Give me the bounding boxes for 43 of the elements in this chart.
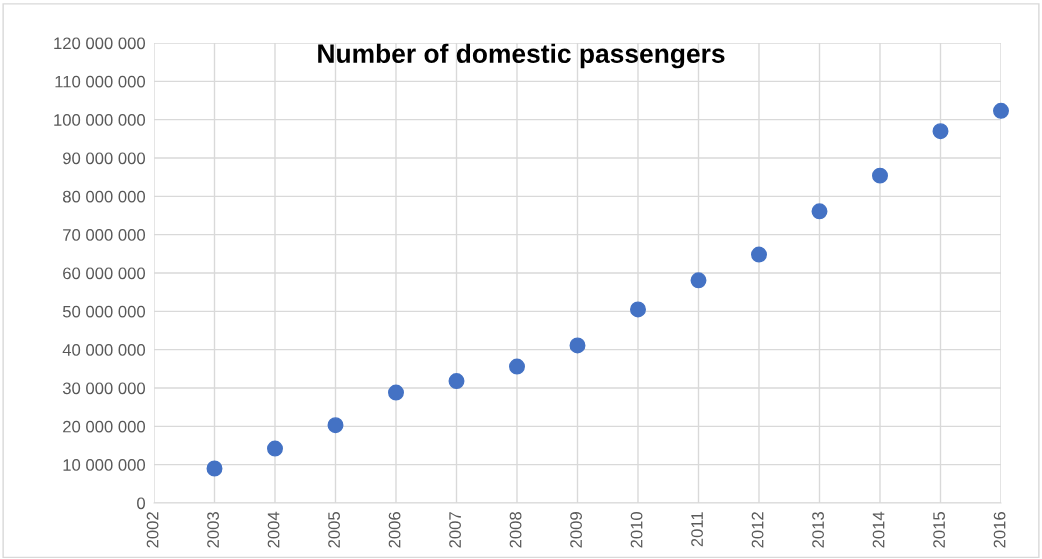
- x-tick-label: 2004: [267, 511, 280, 548]
- point: [267, 440, 283, 457]
- y-tick-label: 110 000 000: [55, 75, 146, 88]
- point: [630, 301, 646, 318]
- point: [811, 203, 828, 220]
- x-tick-label: 2011: [691, 512, 703, 547]
- y-tick-label: 100 000 000: [54, 114, 146, 126]
- y-tick-label: 0: [137, 497, 146, 510]
- point: [993, 102, 1009, 119]
- y-tick-label: 120 000 000: [54, 37, 146, 50]
- x-tick-label: 2002: [146, 512, 159, 548]
- y-tick-label: 30 000 000: [62, 382, 146, 395]
- point: [448, 373, 465, 390]
- y-tick-label: 60 000 000: [63, 267, 146, 280]
- x-tick-label: 2010: [630, 511, 643, 548]
- x-tick-label: 2008: [509, 512, 522, 548]
- y-tick-label: 50 000 000: [62, 305, 146, 318]
- chart-title: Number of domestic passengers: [318, 43, 725, 69]
- point: [932, 123, 949, 140]
- x-tick-label: 2003: [207, 512, 219, 548]
- x-tick-label: 2006: [388, 512, 401, 548]
- point: [388, 384, 404, 401]
- x-tick-label: 2013: [812, 512, 824, 548]
- point: [690, 272, 707, 289]
- y-tick-label: 70 000 000: [63, 229, 146, 241]
- y-tick-label: 80 000 000: [62, 190, 146, 203]
- x-tick-label: 2012: [751, 512, 764, 548]
- point: [569, 337, 586, 354]
- point: [206, 460, 223, 477]
- x-tick-label: 2007: [449, 512, 461, 548]
- point: [327, 417, 344, 434]
- y-tick-label: 40 000 000: [62, 344, 146, 356]
- x-tick-label: 2009: [570, 512, 582, 548]
- point: [509, 358, 525, 375]
- x-tick-label: 2015: [933, 512, 945, 548]
- x-tick-label: 2016: [993, 512, 1006, 548]
- y-tick-label: 10 000 000: [63, 459, 146, 471]
- point: [751, 246, 767, 263]
- point: [872, 167, 888, 184]
- y-tick-label: 20 000 000: [63, 420, 146, 433]
- x-tick-label: 2005: [328, 512, 340, 548]
- y-tick-label: 90 000 000: [63, 152, 146, 165]
- x-tick-label: 2014: [872, 511, 885, 548]
